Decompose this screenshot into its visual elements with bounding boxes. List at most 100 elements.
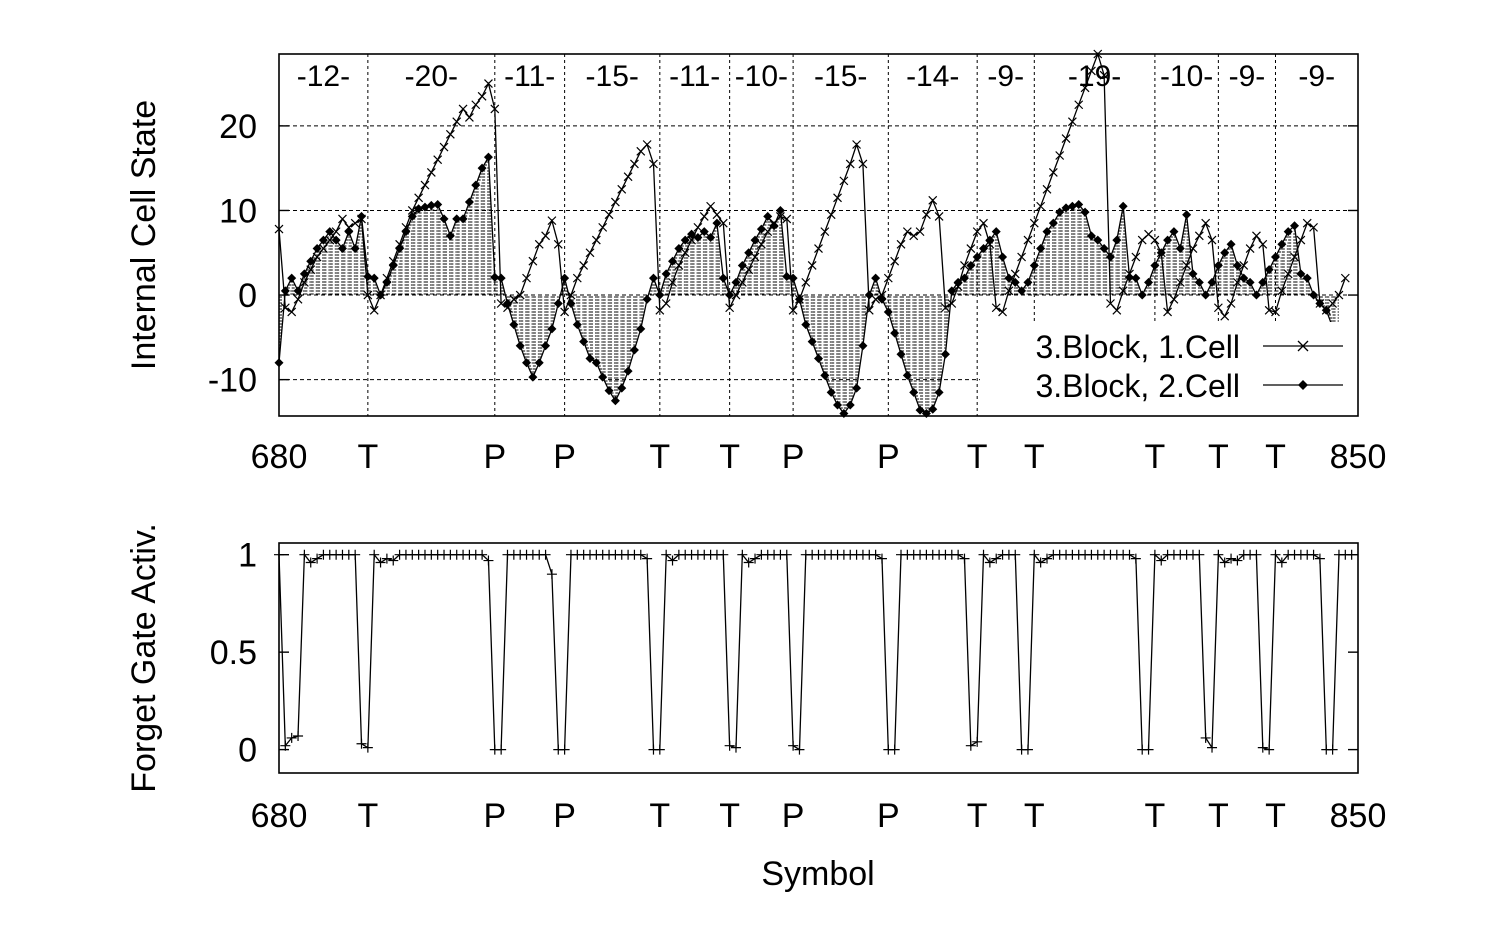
cell2-point — [1004, 273, 1014, 283]
cell2-point — [363, 271, 373, 281]
cell1-point — [941, 303, 950, 313]
cell2-point — [299, 269, 309, 279]
cell2-point — [1125, 272, 1135, 282]
cell1-point — [1283, 269, 1293, 279]
forget-gate-point — [1257, 742, 1268, 753]
cell1-point — [541, 231, 551, 241]
x-tick-label: 850 — [1330, 797, 1387, 835]
cell2-point — [414, 204, 424, 214]
cell2-point — [553, 299, 563, 309]
segment-length-label: -9- — [1229, 60, 1266, 93]
cell1-point — [1340, 273, 1350, 283]
cell1-point — [712, 210, 722, 220]
cell2-point — [515, 341, 525, 351]
forget-gate-point — [661, 549, 672, 560]
cell1-point — [706, 201, 716, 211]
cell1-point — [572, 273, 582, 283]
y-tick-label: -10 — [208, 362, 257, 400]
forget-gate-point — [654, 744, 665, 755]
cell2-point — [674, 244, 684, 254]
cell2-point — [699, 227, 709, 237]
cell1-point — [1328, 299, 1338, 308]
forget-gate-point — [953, 549, 964, 560]
cell1-point — [426, 167, 436, 177]
cell2-point — [502, 299, 512, 309]
cell2-point — [718, 273, 728, 283]
forget-gate-point — [750, 553, 761, 564]
cell2-point — [337, 244, 347, 254]
cell1-point — [1239, 261, 1249, 270]
cell2-point — [833, 400, 843, 410]
cell1-point — [477, 91, 487, 101]
cell-state-y-axis: -10 0 10 20 — [208, 108, 1358, 400]
cell1-point — [1023, 235, 1033, 245]
cell1-point — [668, 277, 677, 287]
cell1-point — [1061, 134, 1071, 144]
cell1-point — [464, 113, 474, 122]
x-tick-label: T — [1265, 797, 1286, 835]
cell2-point — [471, 180, 481, 190]
cell1-point — [1264, 305, 1274, 315]
cell2-point — [1175, 244, 1185, 254]
forget-gate-point — [1219, 557, 1230, 568]
cell2-point — [1270, 252, 1280, 262]
cell2-point — [1036, 244, 1046, 254]
cell2-point — [826, 387, 836, 397]
cell2-point — [1245, 277, 1255, 287]
x-tick-label: T — [1208, 438, 1229, 476]
cell2-point — [972, 252, 982, 262]
cell2-point — [883, 307, 893, 317]
cell1-point — [661, 299, 671, 308]
x-tick-label: P — [553, 438, 576, 476]
cell1-point — [915, 227, 925, 237]
cell1-point — [414, 193, 424, 203]
x-tick-label: T — [1024, 438, 1045, 476]
cell2-point — [585, 353, 595, 363]
cell2-point — [477, 163, 487, 173]
cell1-point — [814, 244, 823, 253]
cell1-point — [350, 218, 360, 228]
cell2-point — [1074, 200, 1084, 210]
x-tick-label: P — [483, 438, 506, 476]
cell1-point — [617, 184, 627, 194]
cell2-point — [579, 337, 589, 347]
cell2-point — [998, 252, 1008, 262]
x-tick-label: T — [649, 438, 670, 476]
cell1-point — [801, 277, 811, 287]
cell2-point — [1042, 227, 1052, 237]
cell1-point — [979, 218, 988, 228]
cell1-point — [490, 104, 500, 114]
cell1-point — [598, 222, 608, 232]
cell1-point — [1118, 286, 1128, 296]
y-tick-label: 1 — [238, 537, 257, 575]
segment-length-label: -15- — [814, 60, 867, 93]
x-tick-label: P — [782, 797, 805, 835]
forget-gate-point — [369, 549, 380, 560]
cell1-point — [871, 294, 881, 304]
cell2-point — [890, 328, 900, 338]
cell1-point — [1194, 231, 1204, 241]
forget-gate-point — [540, 549, 551, 560]
cell2-point — [1213, 260, 1223, 270]
cell2-point — [1239, 273, 1249, 283]
cell2-point — [490, 272, 500, 282]
cell2-point — [388, 260, 398, 270]
cell1-point — [718, 218, 728, 228]
cell1-point — [1131, 252, 1141, 262]
cell2-point — [566, 299, 576, 309]
forget-gate-point — [1200, 732, 1211, 743]
cell2-point — [782, 271, 792, 281]
x-tick-label: P — [877, 797, 900, 835]
cell1-point — [1334, 290, 1344, 300]
forget-gate-point — [1232, 555, 1243, 566]
cell1-point — [1017, 252, 1027, 262]
cell1-point — [369, 305, 379, 315]
forget-gate-point — [959, 553, 970, 564]
x-tick-label: P — [553, 797, 576, 835]
cell2-point — [1137, 290, 1147, 300]
forget-gate-point — [1327, 744, 1338, 755]
cell1-point — [623, 172, 633, 182]
cell1-point — [1296, 235, 1306, 245]
cell1-point — [725, 303, 735, 313]
